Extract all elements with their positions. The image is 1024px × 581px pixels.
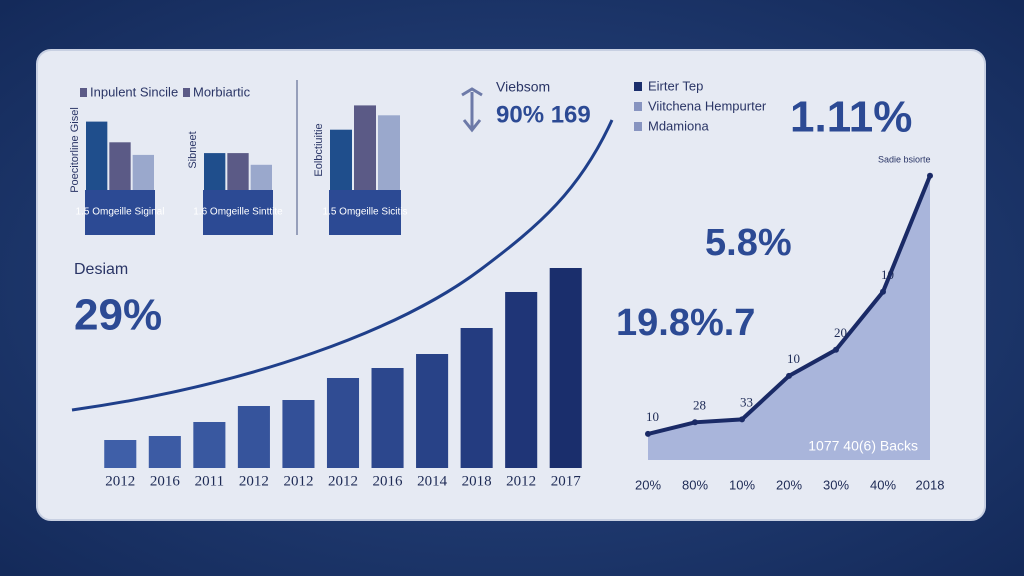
big-label: 19.8%.7 — [616, 302, 755, 344]
bar — [505, 292, 538, 468]
x-tick-label: 2012 — [328, 473, 358, 489]
bar — [371, 368, 404, 468]
bar — [109, 142, 131, 190]
legend-swatch — [634, 102, 642, 111]
legend-label: Inpulent Sincile — [90, 84, 178, 99]
x-tick-label: 2014 — [417, 473, 448, 489]
area — [648, 175, 930, 461]
subheadline: Sadie bsiorte — [878, 154, 931, 164]
caption: 1.5 Omgeille Sicitis — [322, 207, 407, 218]
x-tick-label: 40% — [870, 477, 896, 492]
bar — [354, 105, 376, 190]
point — [739, 416, 745, 423]
bar — [227, 153, 249, 190]
x-tick-label: 2016 — [373, 473, 404, 489]
bar — [237, 406, 270, 468]
annotation: 20 — [834, 325, 847, 340]
legend-swatch — [634, 82, 642, 91]
bar — [104, 440, 137, 468]
bar — [193, 422, 226, 468]
bar — [204, 153, 226, 190]
point — [927, 172, 933, 179]
x-tick-label: 80% — [682, 477, 708, 492]
caption-box — [85, 190, 155, 235]
x-tick-label: 20% — [635, 477, 661, 492]
headline: 1.11% — [790, 93, 912, 142]
x-tick-label: 2012 — [283, 473, 313, 489]
section-title: Desiam — [74, 261, 128, 278]
point — [692, 419, 698, 426]
bar — [86, 121, 108, 190]
x-tick-label: 2012 — [506, 473, 536, 489]
point — [880, 288, 886, 295]
x-tick-label: 30% — [823, 477, 849, 492]
caption-box — [203, 190, 273, 235]
x-tick-label: 2011 — [195, 473, 224, 489]
bar — [416, 354, 449, 468]
point — [786, 372, 792, 379]
x-tick-label: 2012 — [239, 473, 269, 489]
big-label: 5.8% — [705, 222, 792, 264]
legend-label: Mdamiona — [648, 118, 709, 133]
bar — [460, 328, 493, 468]
x-tick-label: 10% — [729, 477, 755, 492]
legend-label: Morbiartic — [193, 84, 251, 99]
y-axis-label: Sibneet — [187, 131, 199, 168]
y-axis-label: Eolbctiuitie — [313, 123, 325, 176]
legend-swatch — [634, 122, 642, 131]
point — [645, 430, 651, 437]
x-tick-label: 2018 — [916, 477, 945, 492]
annotation: 10 — [787, 351, 800, 366]
legend-label: Viitchena Hempurter — [648, 98, 767, 113]
bar — [148, 436, 181, 468]
caption-box — [329, 190, 401, 235]
legend-label: Eirter Tep — [648, 78, 703, 93]
arrow-icon — [461, 87, 483, 133]
x-tick-label: 2016 — [150, 473, 181, 489]
annotation: 10 — [881, 267, 894, 282]
bar — [549, 268, 582, 468]
bar — [132, 154, 154, 190]
caption: 1077 40(6) Backs — [808, 438, 918, 454]
panel — [36, 49, 986, 521]
caption: 1.6 Omgeille Sinttite — [193, 207, 283, 218]
caption: 1.5 Omgeille Siginal — [76, 207, 165, 218]
bar — [326, 378, 360, 468]
bar — [378, 115, 400, 190]
headline: 29% — [74, 291, 162, 340]
x-tick-label: 2017 — [551, 473, 582, 489]
bar — [330, 129, 352, 190]
note-value: 90% 169 — [496, 101, 591, 128]
annotation: 28 — [693, 397, 706, 412]
bar — [282, 400, 315, 468]
bar — [250, 164, 272, 190]
trend-curve — [71, 119, 614, 412]
point — [833, 346, 839, 353]
x-tick-label: 20% — [776, 477, 802, 492]
y-axis-label: Poecitorline Gisel — [69, 107, 81, 193]
legend-swatch — [183, 88, 190, 97]
legend-swatch — [80, 88, 87, 97]
annotation: 10 — [646, 409, 659, 424]
x-tick-label: 2018 — [462, 473, 492, 489]
annotation: 33 — [740, 394, 753, 409]
note-title: Viebsom — [496, 79, 550, 95]
x-tick-label: 2012 — [105, 473, 135, 489]
